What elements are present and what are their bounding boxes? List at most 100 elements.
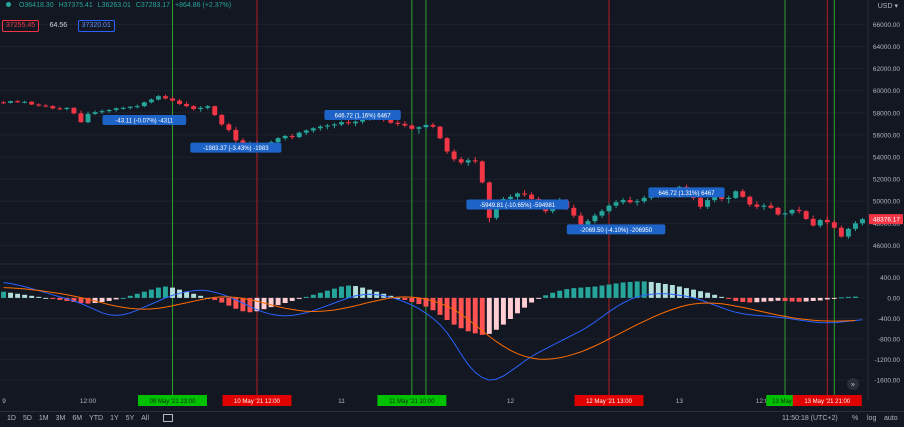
macd-histogram-bar [831, 297, 837, 299]
candle-body [50, 106, 56, 109]
log-toggle[interactable]: log [867, 415, 877, 422]
macd-histogram-bar [162, 286, 168, 298]
candle-body [78, 113, 84, 123]
ohlc-close: C37283.17 [135, 2, 171, 9]
macd-histogram-bar [289, 297, 295, 301]
candle-body [233, 129, 239, 141]
candle-body [416, 127, 422, 129]
bottom-toolbar: 1D 5D 1M 3M 6M YTD 1Y 5Y All 11:50:18 (UTC+2) % … [0, 411, 904, 427]
currency-selector[interactable]: USD ▾ [878, 2, 898, 10]
candle-body [529, 194, 535, 199]
candle-body [606, 205, 612, 212]
timeframe-3m[interactable]: 3M [55, 415, 66, 422]
macd-histogram-bar [648, 281, 654, 298]
timeframe-1d[interactable]: 1D [7, 415, 16, 422]
timeframe-6m[interactable]: 6M [72, 415, 83, 422]
time-event-tag-text: 12 May '21 13:00 [586, 399, 633, 405]
macd-histogram-bar [36, 296, 42, 298]
macd-tick-label: -1200.00 [874, 357, 900, 364]
macd-histogram-bar [346, 285, 351, 298]
time-event-tag [222, 395, 292, 406]
macd-histogram-bar [240, 297, 246, 312]
candle-body [162, 96, 168, 99]
candle-body [120, 107, 126, 109]
macd-histogram-bar [353, 286, 359, 298]
candle-body [331, 124, 337, 126]
macd-histogram-bar [275, 297, 281, 306]
macd-histogram-bar [683, 288, 689, 298]
macd-histogram-bar [557, 290, 563, 298]
macd-histogram-bar [43, 297, 49, 299]
candle-body [303, 130, 309, 133]
candle-body [148, 99, 154, 103]
range-label-text: -1983.37 (-3.43%) -1983 [203, 146, 269, 152]
candle-body [36, 104, 42, 106]
time-axis-label: 12:00 [756, 398, 773, 405]
clock-readout[interactable]: 11:50:18 (UTC+2) [782, 415, 838, 422]
macd-histogram-bar [613, 283, 619, 298]
macd-histogram-bar [247, 297, 253, 313]
candle-body [85, 113, 91, 123]
price-tick-label: 50000.00 [873, 199, 900, 206]
macd-histogram-bar [500, 297, 506, 325]
candle-body [324, 125, 330, 127]
macd-histogram-bar [409, 297, 415, 302]
macd-histogram-bar [691, 289, 696, 298]
macd-histogram-bar [233, 297, 239, 309]
macd-histogram-bar [698, 291, 704, 298]
range-label-text: 646.72 (1.31%) 6467 [658, 191, 715, 197]
macd-histogram-bar [712, 294, 718, 298]
candle-body [205, 106, 211, 108]
macd-histogram-bar [754, 297, 760, 303]
candle-body [761, 205, 767, 207]
symbol-dot-icon[interactable] [6, 2, 11, 7]
macd-histogram-bar [141, 291, 147, 298]
price-tick-label: 56000.00 [873, 132, 900, 139]
timeframe-5y[interactable]: 5Y [125, 415, 135, 422]
macd-histogram-bar [768, 297, 774, 302]
macd-histogram-bar [529, 297, 535, 303]
macd-histogram-bar [191, 293, 197, 298]
candle-body [627, 200, 633, 203]
auto-toggle[interactable]: auto [884, 415, 898, 422]
macd-histogram-bar [669, 285, 675, 298]
macd-histogram-bar [416, 297, 422, 305]
candle-body [127, 106, 133, 108]
macd-histogram-bar [747, 297, 753, 303]
price-tick-label: 48000.00 [873, 221, 900, 228]
price-tick-label: 46000.00 [873, 243, 900, 250]
candle-body [768, 205, 774, 208]
candle-body [15, 101, 21, 103]
macd-histogram-bar [113, 297, 119, 300]
percent-toggle[interactable]: % [852, 415, 859, 422]
macd-histogram-bar [170, 287, 175, 298]
signal-line [3, 287, 856, 360]
ohlc-open: O36418.30 [18, 2, 54, 9]
range-label-box [466, 199, 569, 210]
macd-histogram-bar [740, 297, 746, 302]
timeframe-1y[interactable]: 1Y [110, 415, 119, 422]
macd-histogram-bar [395, 297, 401, 299]
timeframe-1m[interactable]: 1M [38, 415, 49, 422]
candle-body [141, 102, 147, 107]
macd-histogram-bar [676, 286, 682, 298]
time-event-tag [137, 395, 207, 406]
candle-body [796, 210, 802, 212]
timeframe-ytd[interactable]: YTD [89, 415, 104, 422]
macd-histogram-bar [22, 294, 28, 298]
scroll-realtime-button[interactable] [847, 378, 859, 390]
time-event-tag-text: 11 May '21 10:00 [389, 399, 435, 405]
macd-histogram-bar [550, 292, 556, 298]
calendar-icon[interactable] [162, 414, 173, 423]
candle-body [479, 161, 485, 183]
price-tick-label: 62000.00 [873, 66, 900, 73]
candle-body [99, 111, 105, 113]
timeframe-all[interactable]: All [141, 415, 150, 422]
candle-body [507, 196, 513, 199]
macd-line [3, 282, 863, 381]
chart-canvas[interactable]: -43.11 (-0.07%) -4311 -1983.37 (-3.43%) -… [0, 0, 904, 411]
candle-body [317, 126, 323, 129]
timeframe-5d[interactable]: 5D [22, 415, 32, 422]
macd-histogram-bar [64, 297, 70, 301]
